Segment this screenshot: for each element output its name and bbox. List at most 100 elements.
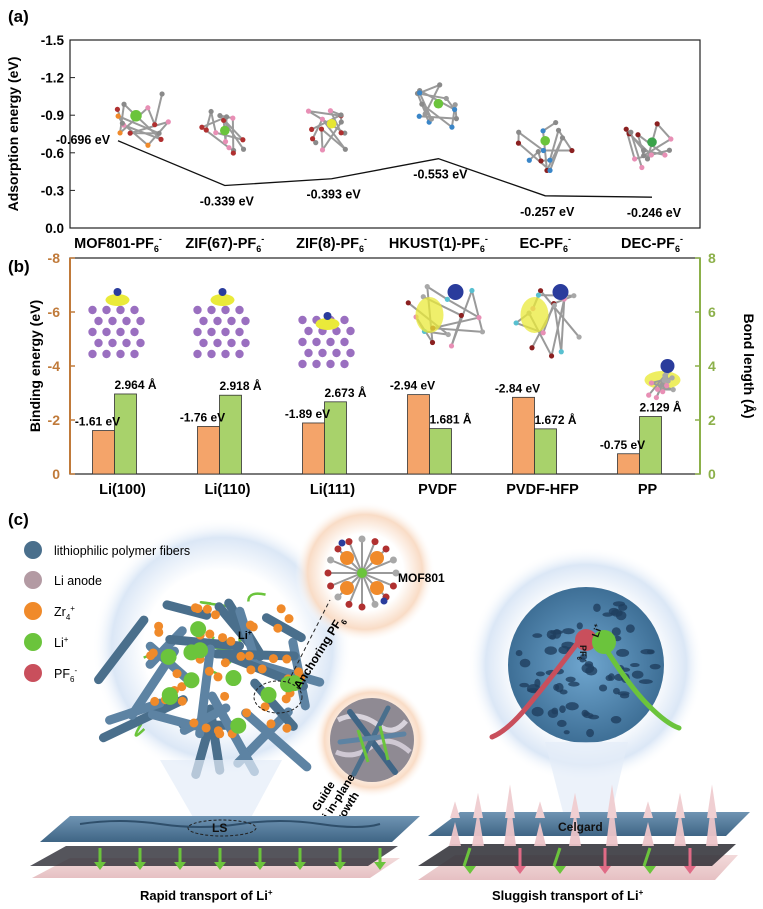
panel-b-length-label: 2.964 Å — [114, 377, 156, 392]
panel-b-bar-length — [639, 416, 662, 475]
li-atom — [199, 316, 208, 326]
li-atom — [235, 349, 244, 359]
mof-bond — [330, 572, 363, 587]
mof-atom — [327, 556, 335, 564]
dendrite — [642, 822, 654, 846]
panel-b-bar-binding — [512, 396, 535, 475]
pore — [580, 653, 588, 660]
panel-a-value-label: -0.246 eV — [627, 206, 682, 220]
li-atom — [346, 326, 355, 336]
dendrite-tip — [570, 792, 580, 818]
mof-bond — [330, 559, 363, 574]
mof-atom — [334, 593, 342, 601]
panel-b-category-label: Li(110) — [205, 482, 251, 498]
pore — [598, 684, 608, 692]
mof-li — [357, 568, 367, 578]
pore — [593, 603, 601, 612]
pore — [638, 679, 653, 684]
pore — [565, 676, 576, 683]
panel-b-right-tick-label: 6 — [708, 304, 716, 320]
mof-bond — [348, 572, 363, 605]
ls-label: LS — [212, 821, 227, 835]
panel-b-ylabel-right: Bond length (Å) — [741, 314, 757, 419]
li-ion — [660, 359, 675, 373]
mof-atom — [327, 582, 335, 590]
polymer-fiber — [195, 644, 215, 739]
panel-b-length-label: 2.129 Å — [639, 400, 681, 415]
schematic-legend: lithiophilic polymer fibers Li anode Zr4… — [24, 541, 190, 684]
panel-b-category-label: PP — [638, 482, 658, 498]
zr-sphere — [205, 629, 215, 639]
panel-b-label: (b) — [8, 257, 30, 276]
li-atom — [94, 316, 103, 326]
li-atom — [340, 315, 349, 325]
li-atom — [221, 305, 230, 315]
pore — [565, 702, 579, 711]
panel-a-frame — [69, 39, 701, 229]
panel-b-category-label: Li(100) — [99, 482, 146, 498]
li-arrowhead — [254, 862, 266, 870]
pore — [588, 714, 600, 720]
pore — [602, 612, 613, 617]
li-arrowhead — [94, 862, 106, 870]
pore — [610, 715, 622, 724]
zr-sphere — [204, 666, 214, 676]
li-atom — [122, 338, 131, 348]
pore — [547, 709, 559, 718]
li-arrowhead — [214, 862, 226, 870]
zr-sphere — [146, 651, 156, 661]
dendrite — [504, 798, 516, 846]
li-atom — [318, 348, 327, 358]
pore — [519, 658, 531, 668]
li-atom — [304, 348, 313, 358]
panel-a-category-label: DEC-PF6- — [621, 234, 683, 254]
pore — [559, 705, 566, 713]
mof-atom — [345, 600, 353, 608]
panel-b-category-label: PVDF — [418, 482, 457, 498]
panel-a-category-label: HKUST(1)-PF6- — [389, 234, 488, 254]
li-strand — [247, 592, 266, 602]
polymer-fiber — [241, 708, 312, 772]
polymer-fiber — [261, 613, 306, 643]
li-atom — [102, 327, 111, 337]
zr-sphere — [193, 604, 203, 614]
pore — [550, 629, 563, 635]
li-atom — [130, 305, 139, 315]
mof-zr — [370, 551, 384, 565]
panel-b-bar-binding — [407, 394, 430, 475]
pore — [568, 681, 580, 687]
dendrite-tip — [535, 801, 545, 818]
ls-sheets — [30, 816, 420, 878]
li-atom — [326, 337, 335, 347]
li-atom — [207, 305, 216, 315]
li-atom — [136, 316, 145, 326]
panel-b-left-tick-label: 0 — [52, 466, 60, 482]
li-atom — [235, 327, 244, 337]
dendrite-tip — [450, 801, 460, 818]
charge-density — [210, 294, 235, 306]
mof-atom — [371, 538, 379, 546]
dendrite — [606, 798, 618, 846]
celgard-arrowhead — [684, 866, 696, 874]
li-atom — [332, 348, 341, 358]
panel-b-bar-length — [324, 401, 347, 475]
zr-sphere — [210, 610, 220, 620]
panel-b-bar-binding — [92, 430, 115, 475]
panel-b-right-tick-label: 4 — [708, 358, 716, 374]
li-atom — [340, 359, 349, 369]
zr-sphere — [220, 691, 230, 701]
polymer-fiber — [162, 600, 212, 620]
li-ion — [552, 284, 569, 300]
panel-b-category-label: PVDF-HFP — [506, 482, 579, 498]
pore — [532, 633, 543, 638]
panel-a-value-label: -0.696 eV — [56, 133, 111, 147]
li-atom — [108, 338, 117, 348]
panel-b-left-tick-label: -8 — [48, 250, 61, 266]
li-sphere-label: Li+ — [238, 630, 252, 642]
li-atom — [94, 338, 103, 348]
panel-b-bar-binding — [617, 453, 640, 475]
mof-atom — [334, 545, 342, 553]
li-atom — [213, 338, 222, 348]
zr-sphere — [172, 669, 182, 679]
li-bubble-label: Li+ — [590, 623, 606, 639]
